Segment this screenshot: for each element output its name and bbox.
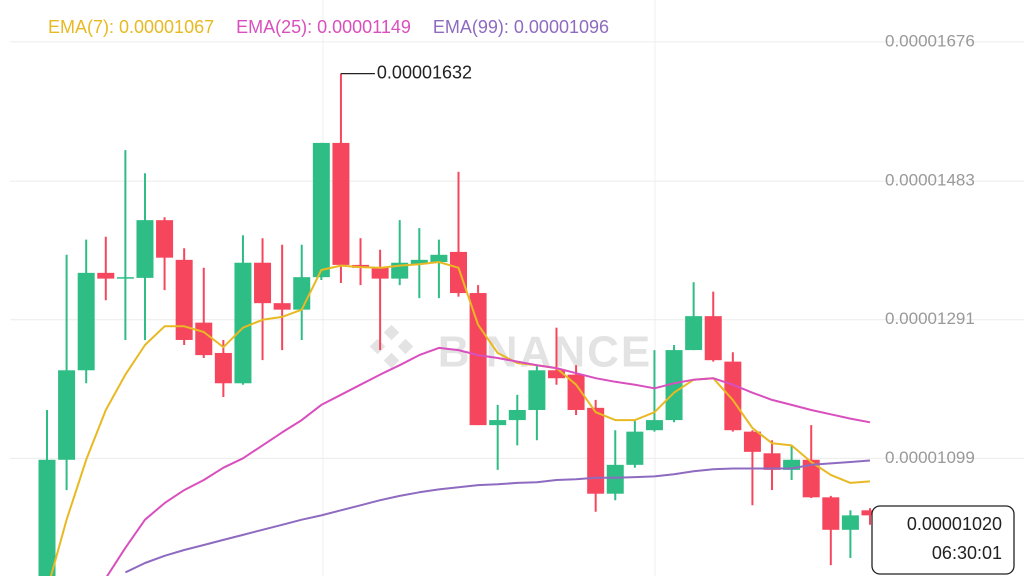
candle-body [410, 259, 428, 265]
overlay: 0.00001632 0.00001020 06:30:01 [340, 62, 1015, 575]
grid: 0.00001676 0.00001483 0.00001291 0.00001099 [10, 31, 1024, 467]
ema-line [106, 346, 871, 576]
candle-body [293, 277, 311, 310]
candle-body [136, 220, 154, 278]
candle-body [606, 464, 624, 494]
ema-lines [49, 261, 871, 576]
countdown: 06:30:01 [932, 543, 1002, 563]
ema-line [49, 261, 871, 576]
candle-body [685, 316, 703, 351]
candle-body [195, 322, 213, 356]
candle-body [587, 407, 605, 494]
candle-body [156, 220, 174, 258]
candle-body [841, 515, 859, 530]
candle-body [626, 431, 644, 465]
candle-body [332, 142, 350, 265]
candle-body [97, 272, 115, 279]
candle-body [58, 370, 76, 460]
candle-body [802, 459, 820, 498]
candle-body [214, 352, 232, 384]
legend: EMA(7): 0.00001067 EMA(25): 0.00001149 EMA… [48, 17, 609, 37]
high-label: 0.00001632 [377, 62, 472, 82]
candle-body [547, 370, 565, 379]
candle-body [645, 420, 663, 431]
legend-entry: EMA(99): 0.00001096 [433, 17, 609, 37]
candle-body [312, 142, 330, 278]
candle-body [743, 431, 761, 452]
candle-body [665, 350, 683, 421]
candle-body [234, 262, 252, 384]
ema-line [124, 459, 871, 574]
candle-body [704, 316, 722, 361]
last-price-box [871, 505, 1015, 575]
candle-body [489, 420, 507, 426]
y-tick-label: 0.00001483 [885, 171, 975, 190]
candle-body [469, 293, 487, 426]
legend-entry: EMA(25): 0.00001149 [236, 17, 411, 37]
candle-body [77, 272, 95, 371]
candle-body [430, 254, 448, 263]
y-tick-label: 0.00001099 [885, 448, 975, 467]
candle-body [822, 497, 840, 530]
candle-body [763, 453, 781, 470]
last-price: 0.00001020 [907, 514, 1002, 534]
candle-body [371, 267, 389, 279]
candle-body [528, 370, 546, 410]
candle-body [116, 277, 134, 279]
legend-entry: EMA(7): 0.00001067 [48, 17, 214, 37]
candle-body [508, 409, 526, 421]
candle-body [273, 303, 291, 310]
candle-body [254, 262, 272, 304]
candle-body [175, 259, 193, 340]
candles [38, 73, 879, 576]
candle-body [861, 510, 879, 516]
candle-body [783, 459, 801, 470]
candle-body [724, 361, 742, 431]
candle-body [567, 374, 585, 410]
y-tick-label: 0.00001291 [885, 309, 975, 328]
y-tick-label: 0.00001676 [885, 31, 975, 50]
candle-body [38, 459, 56, 576]
